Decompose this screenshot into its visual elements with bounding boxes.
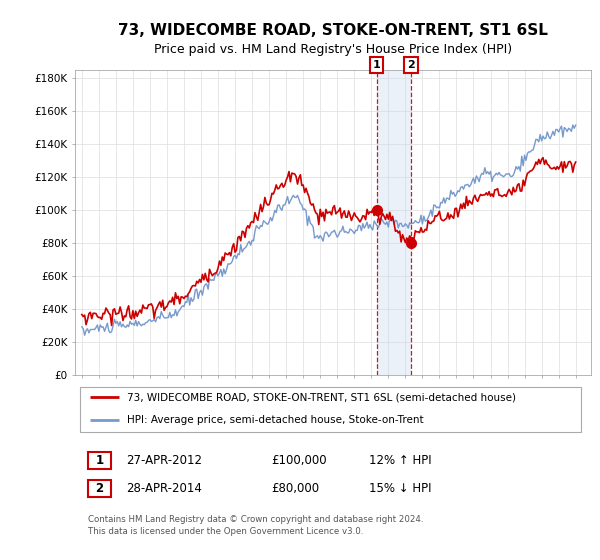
Text: Price paid vs. HM Land Registry's House Price Index (HPI): Price paid vs. HM Land Registry's House … [154, 43, 512, 56]
Text: 1: 1 [373, 60, 380, 70]
Text: 12% ↑ HPI: 12% ↑ HPI [369, 454, 432, 467]
Text: £80,000: £80,000 [271, 482, 319, 495]
Text: Contains HM Land Registry data © Crown copyright and database right 2024.
This d: Contains HM Land Registry data © Crown c… [88, 515, 424, 536]
Bar [88, 452, 111, 469]
Text: 73, WIDECOMBE ROAD, STOKE-ON-TRENT, ST1 6SL (semi-detached house): 73, WIDECOMBE ROAD, STOKE-ON-TRENT, ST1 … [127, 392, 515, 402]
Text: 1: 1 [95, 454, 104, 467]
Bar [88, 480, 111, 497]
Text: HPI: Average price, semi-detached house, Stoke-on-Trent: HPI: Average price, semi-detached house,… [127, 415, 423, 425]
Text: 27-APR-2012: 27-APR-2012 [127, 454, 203, 467]
Text: 15% ↓ HPI: 15% ↓ HPI [369, 482, 431, 495]
Bar [377, 70, 411, 375]
Text: 28-APR-2014: 28-APR-2014 [127, 482, 202, 495]
Text: 2: 2 [95, 482, 104, 495]
Text: 2: 2 [407, 60, 415, 70]
Text: 73, WIDECOMBE ROAD, STOKE-ON-TRENT, ST1 6SL: 73, WIDECOMBE ROAD, STOKE-ON-TRENT, ST1 … [118, 24, 548, 38]
Text: £100,000: £100,000 [271, 454, 327, 467]
